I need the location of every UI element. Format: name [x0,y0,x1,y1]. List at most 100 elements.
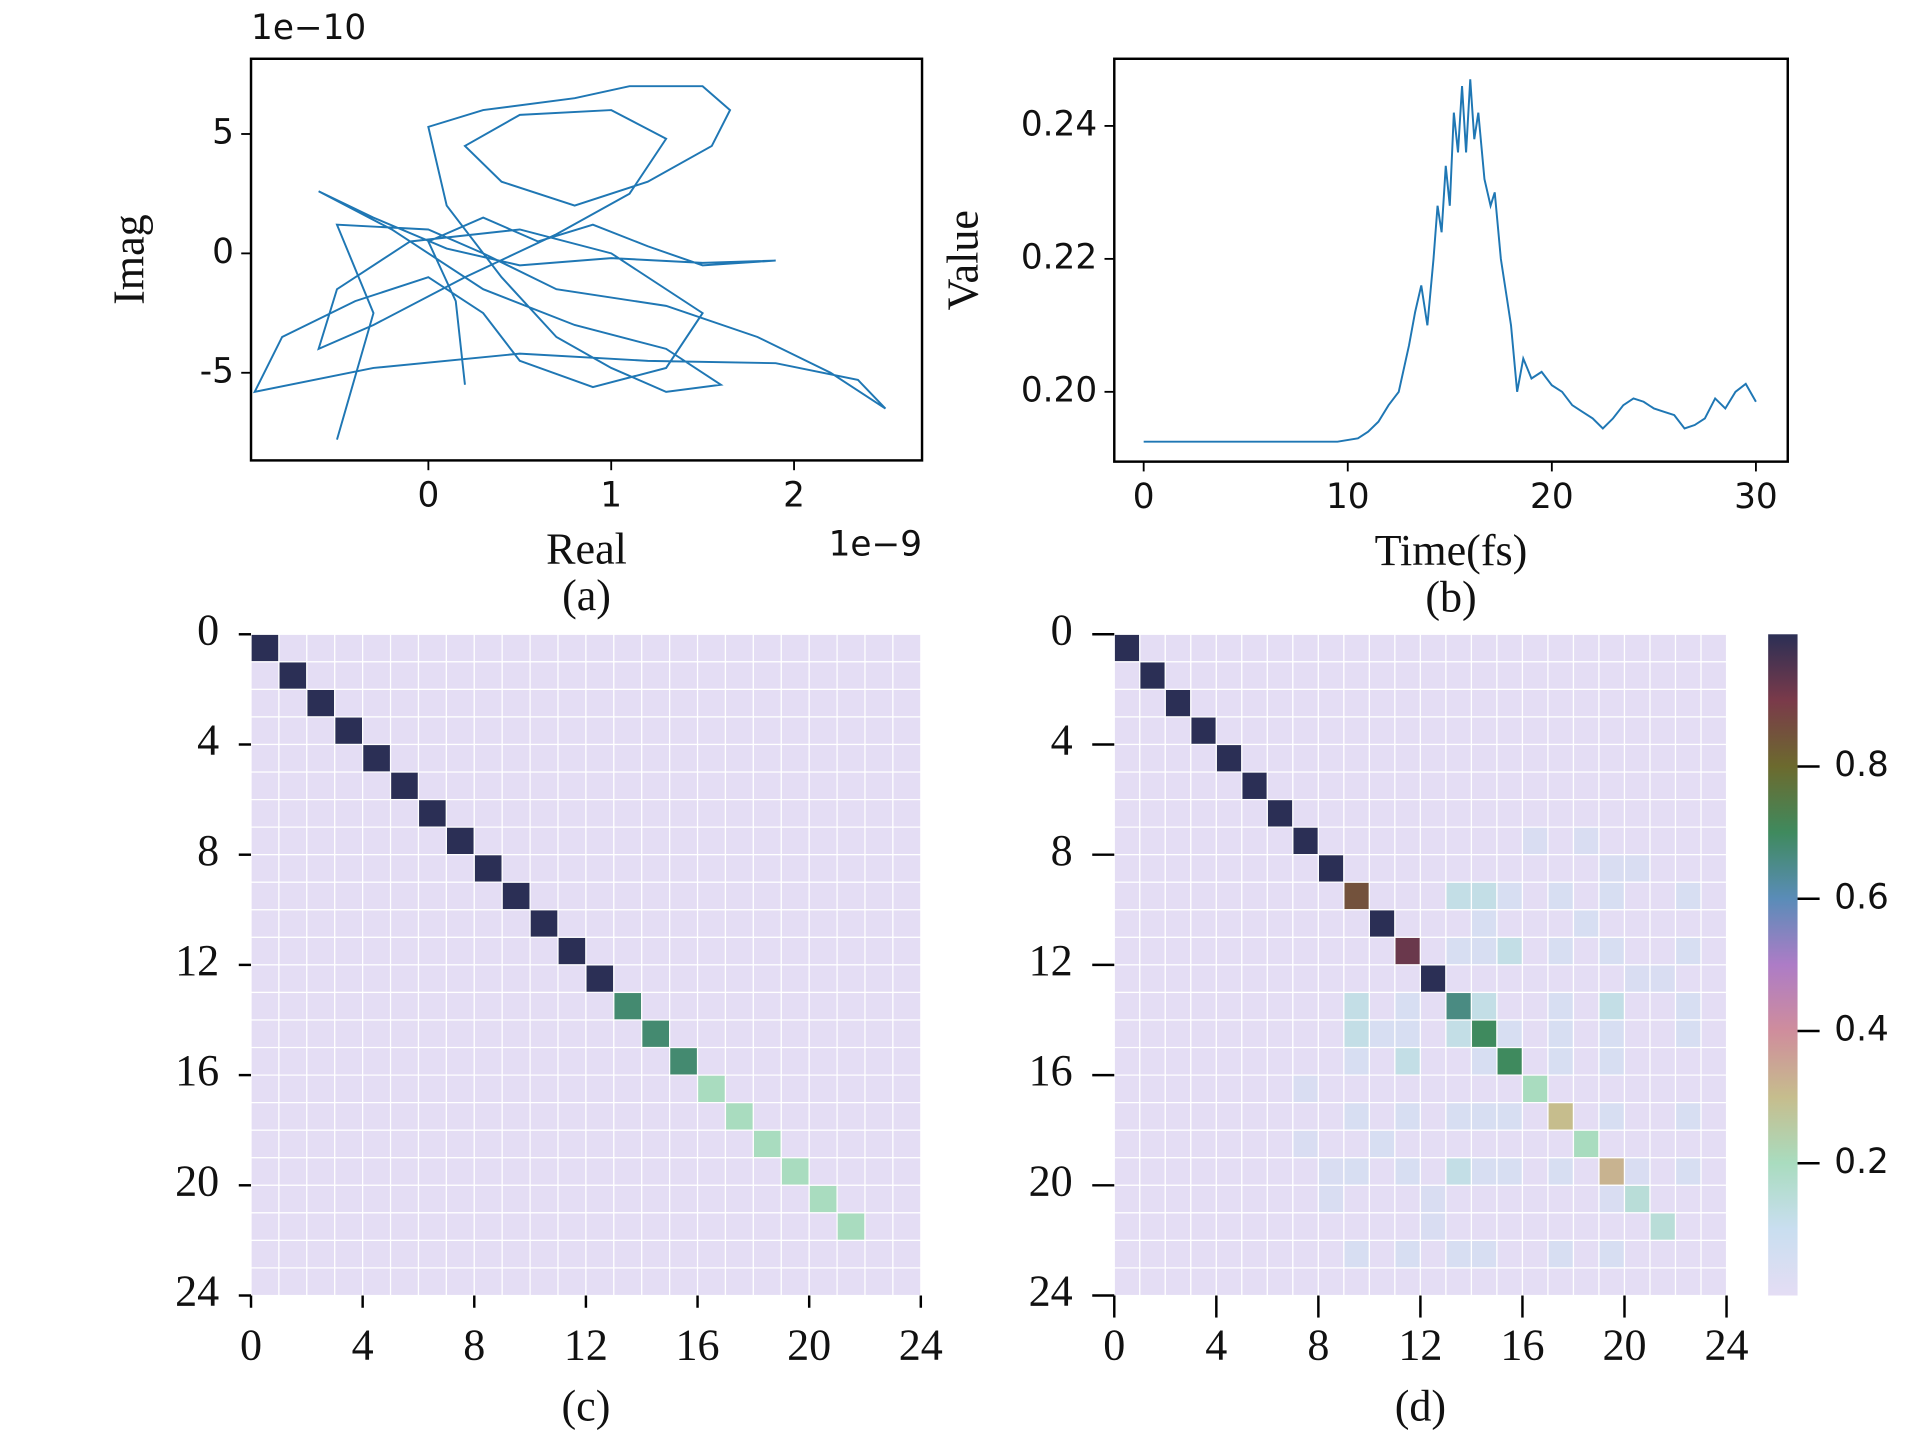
heat-cell [445,909,475,938]
heat-cell [892,798,922,828]
heat-cell [1139,688,1166,718]
heat-cell [1496,1074,1524,1104]
heat-cell [389,1184,420,1214]
heat-cell [306,661,336,690]
heat-cell [1572,881,1600,911]
heat-cell [1649,1046,1677,1076]
heat-cell [585,854,615,883]
heat-cell [417,1239,447,1269]
heat-cell [1470,826,1498,856]
heat-cell [362,964,392,994]
heat-cell [641,771,671,801]
heat-cell [1470,1239,1498,1269]
heat-cell [1164,1267,1192,1297]
heat-cell [1394,881,1422,911]
heat-cell [1164,743,1192,773]
heat-cell [1368,1102,1396,1131]
heat-cell [473,1184,503,1214]
heat-cell [1623,909,1651,938]
heat-cell [1700,1184,1728,1214]
heat-cell [1521,716,1549,746]
y-tick-label: 20 [1029,1156,1073,1205]
heat-cell [1317,688,1345,718]
heat-cell [1139,991,1166,1021]
heat-cell [1445,1019,1473,1049]
heat-cell [585,1046,615,1076]
heat-cell [529,964,559,994]
heat-cell [808,854,838,883]
heat-cell [1547,1184,1575,1214]
heat-cell [1470,771,1498,801]
heat-cell [752,798,782,828]
heat-cell [1139,661,1166,690]
heat-cell [892,991,922,1021]
heat-cell [1674,1157,1702,1186]
heat-cell [585,1212,615,1242]
heat-cell [1521,1212,1549,1242]
heat-cell [696,688,727,718]
heat-cell [1241,1019,1268,1049]
heat-cell [1649,1102,1677,1131]
heat-cell [445,661,475,690]
heat-cell [1292,1129,1319,1159]
heat-cell [1674,1102,1702,1131]
heat-cell [1470,1019,1498,1049]
colorbar-tick-label: 0.6 [1834,877,1888,917]
heat-cell [1343,964,1371,994]
heat-cell [1419,743,1447,773]
y-tick-label: 0 [212,232,234,272]
heat-cell [1368,1212,1396,1242]
panel-caption: (b) [1425,572,1476,621]
heat-cell [1674,854,1702,883]
heat-cell [892,936,922,966]
heat-cell [417,854,447,883]
x-axis-label: Time(fs) [1375,526,1528,575]
heat-cell [1521,936,1549,966]
heat-cell [752,854,782,883]
heat-cell [1700,991,1728,1021]
heat-cell [1419,1046,1447,1076]
heat-cell [1241,1267,1268,1297]
heat-cell [1572,1019,1600,1049]
heat-cell [278,1239,308,1269]
heat-cell [362,909,392,938]
heat-cell [1598,1046,1626,1076]
heat-cell [808,909,838,938]
heat-cell [724,716,754,746]
heat-cell [836,964,866,994]
heat-cell [1394,826,1422,856]
x-tick-label: 16 [1500,1320,1544,1369]
heat-cell [696,1184,727,1214]
heat-cell [724,688,754,718]
heat-cell [1521,1267,1549,1297]
heat-cell [1598,1212,1626,1242]
heat-cell [1139,1157,1166,1186]
heat-cell [1190,1129,1217,1159]
heat-cell [417,1019,447,1049]
heat-cell [752,1157,782,1186]
heat-cell [613,1157,643,1186]
heat-cell [864,798,894,828]
heat-cell [669,771,699,801]
y-tick-label: 8 [197,826,219,875]
heat-cell [892,1184,922,1214]
heat-cell [250,1267,280,1297]
heat-cell [250,1019,280,1049]
heat-cell [334,1074,364,1104]
heat-cell [306,1129,336,1159]
heat-cell [808,964,838,994]
heat-cell [278,909,308,938]
heat-cell [250,854,280,883]
heat-cell [306,1102,336,1131]
heat-cell [1164,909,1192,938]
heat-cell [1419,991,1447,1021]
heat-cell [1343,661,1371,690]
heat-cell [1445,909,1473,938]
heat-cell [1343,633,1371,663]
heat-cell [306,991,336,1021]
heat-cell [1139,1267,1166,1297]
heat-cell [1113,826,1141,856]
heat-cell [389,633,420,663]
heat-cell [1419,909,1447,938]
heat-cell [417,743,447,773]
